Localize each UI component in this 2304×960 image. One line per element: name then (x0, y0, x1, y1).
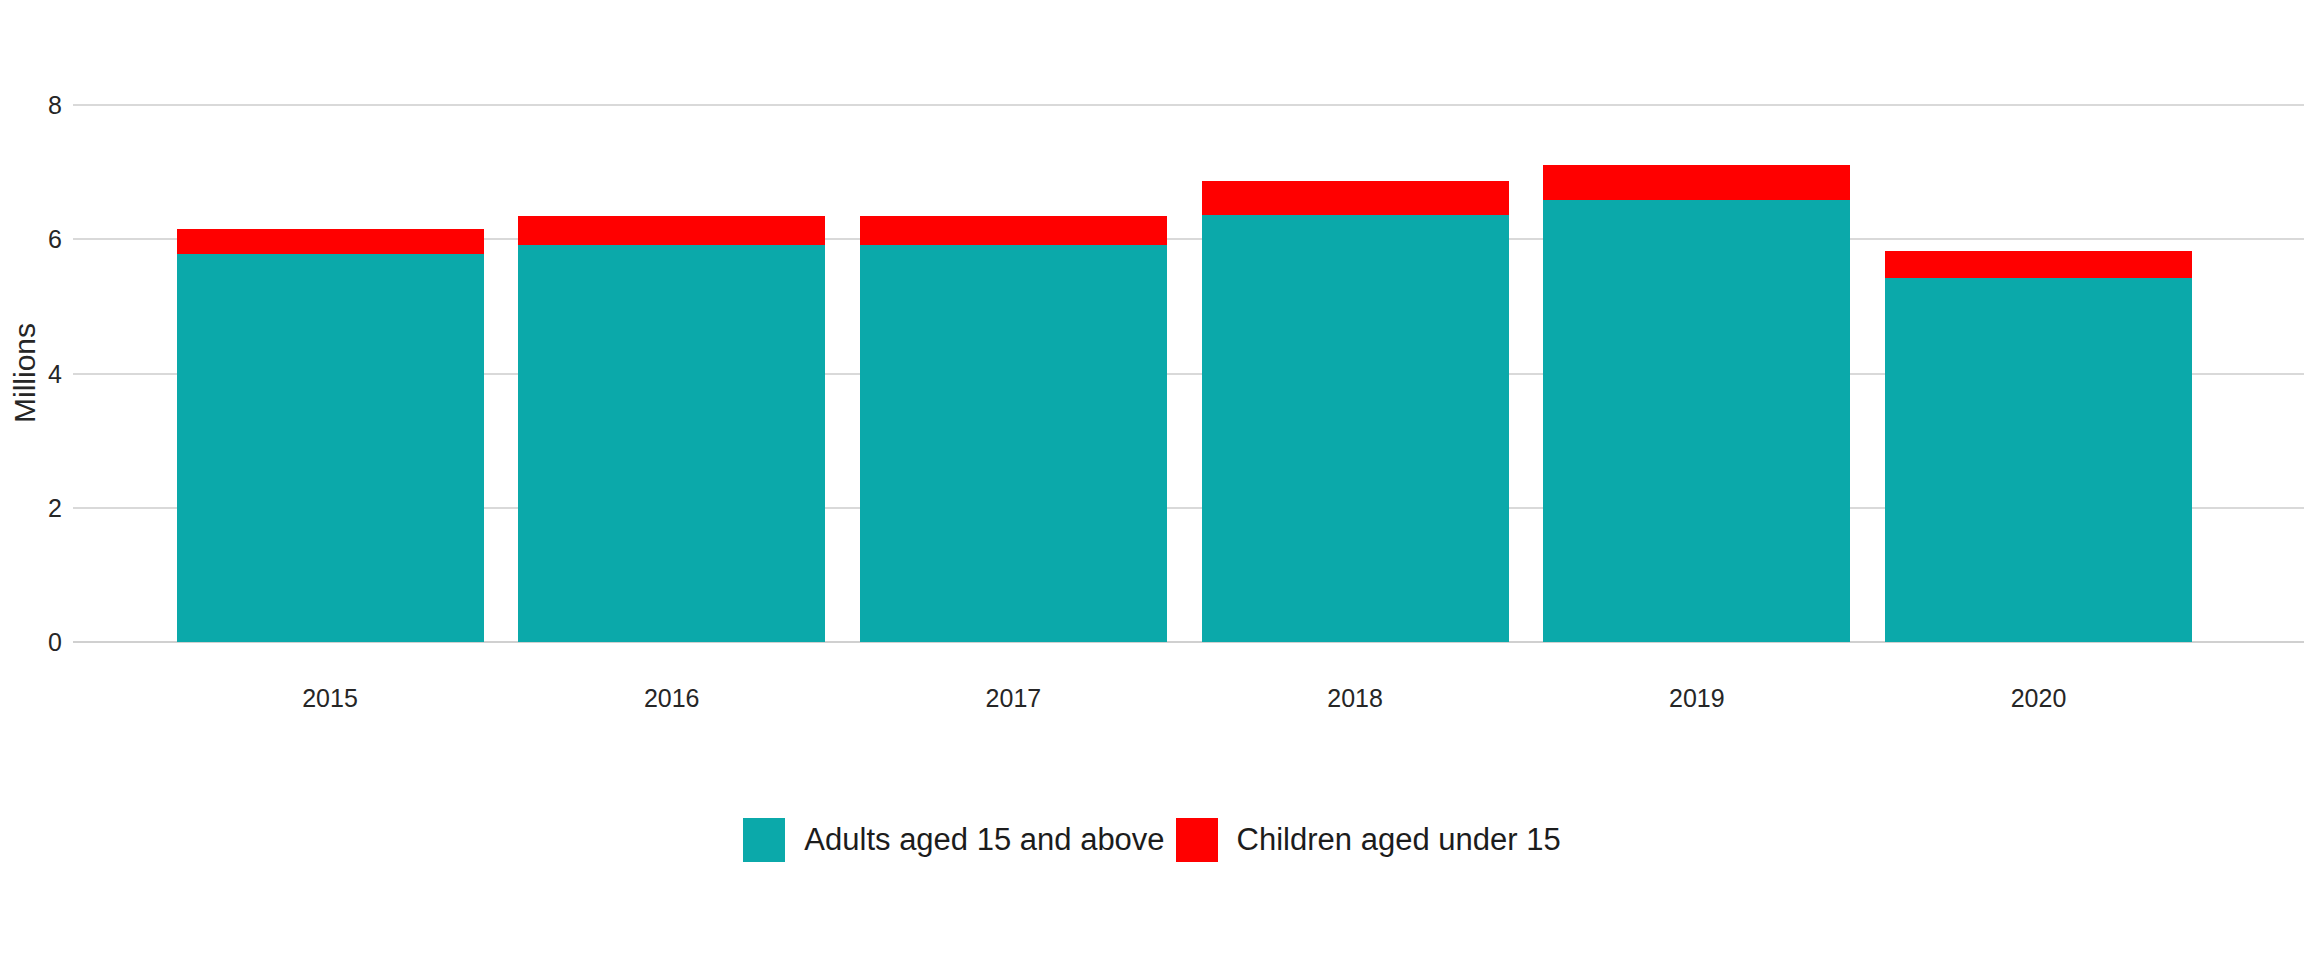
legend-swatch-children-icon (1176, 818, 1218, 862)
legend-label-children: Children aged under 15 (1237, 818, 1561, 862)
bar-2020-adults[interactable] (1885, 278, 2192, 642)
x-tick-label-2020: 2020 (1939, 686, 2139, 711)
legend-item-children[interactable]: Children aged under 15 (1176, 818, 1561, 862)
bar-2016-children[interactable] (518, 216, 825, 246)
bar-2020-children[interactable] (1885, 251, 2192, 278)
bar-2019-adults[interactable] (1543, 200, 1850, 642)
bar-2016-adults[interactable] (518, 245, 825, 642)
plot-area (73, 105, 2304, 642)
bar-2019-children[interactable] (1543, 165, 1850, 201)
x-tick-label-2017: 2017 (913, 686, 1113, 711)
legend-item-adults[interactable]: Adults aged 15 and above (743, 818, 1164, 862)
y-tick-label-2: 2 (0, 496, 62, 521)
bar-2015-adults[interactable] (177, 254, 484, 642)
x-tick-label-2015: 2015 (230, 686, 430, 711)
bar-2017-children[interactable] (860, 216, 1167, 246)
y-tick-label-4: 4 (0, 362, 62, 387)
x-tick-label-2019: 2019 (1597, 686, 1797, 711)
legend-label-adults: Adults aged 15 and above (804, 818, 1164, 862)
legend-swatch-adults-icon (743, 818, 785, 862)
x-tick-label-2016: 2016 (572, 686, 772, 711)
stacked-bar-chart: Millions Adults aged 15 and above Childr… (0, 0, 2304, 960)
bar-2018-children[interactable] (1202, 181, 1509, 215)
gridline-y-8 (73, 104, 2304, 106)
y-tick-label-8: 8 (0, 93, 62, 118)
x-tick-label-2018: 2018 (1255, 686, 1455, 711)
bar-2015-children[interactable] (177, 229, 484, 255)
bar-2017-adults[interactable] (860, 245, 1167, 642)
bar-2018-adults[interactable] (1202, 215, 1509, 642)
y-tick-label-6: 6 (0, 227, 62, 252)
y-tick-label-0: 0 (0, 630, 62, 655)
legend: Adults aged 15 and above Children aged u… (0, 818, 2304, 862)
